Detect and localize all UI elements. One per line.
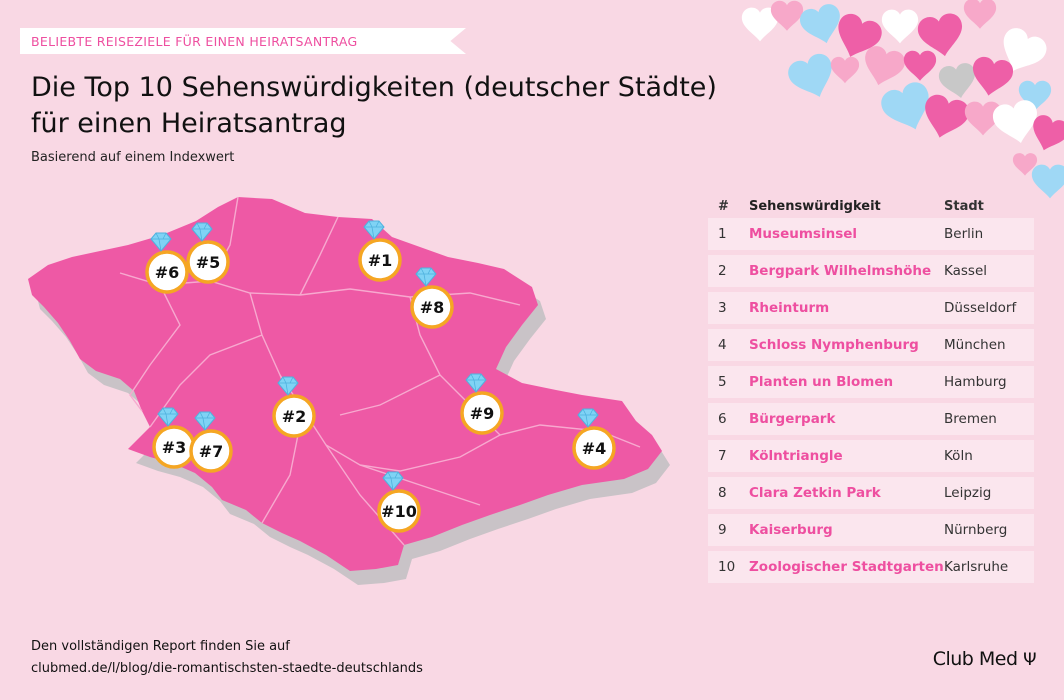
marker-label: #4: [582, 439, 607, 458]
city-cell: Karlsruhe: [944, 559, 1009, 575]
subtitle: Basierend auf einem Indexwert: [31, 150, 235, 165]
germany-map: #1 #2 #3 #4 #5 #6 #7 #8 #9 #10: [28, 196, 670, 585]
map-marker-7: #7: [189, 411, 233, 473]
table-row: 10 Zoologischer Stadtgarten Karlsruhe: [708, 551, 1034, 583]
city-cell: Berlin: [944, 226, 984, 242]
marker-label: #6: [155, 263, 180, 282]
marker-label: #1: [368, 251, 393, 270]
site-cell: Rheinturm: [749, 300, 830, 316]
marker-ring: [272, 394, 316, 438]
site-cell: Kölntriangle: [749, 448, 843, 464]
rank-cell: 9: [718, 522, 727, 538]
map-marker-5: #5: [186, 222, 230, 284]
site-cell: Schloss Nymphenburg: [749, 337, 919, 353]
club-med-logo: Club Med Ψ: [932, 648, 1037, 670]
city-cell: Hamburg: [944, 374, 1007, 390]
marker-ring: [410, 285, 454, 329]
rank-cell: 1: [718, 226, 727, 242]
city-cell: Düsseldorf: [944, 300, 1017, 316]
site-cell: Museumsinsel: [749, 226, 858, 242]
table-row: 6 Bürgerpark Bremen: [708, 403, 1034, 435]
header-site: Sehenswürdigkeit: [749, 199, 881, 214]
city-cell: Köln: [944, 448, 973, 464]
marker-label: #2: [282, 407, 307, 426]
table-row: 9 Kaiserburg Nürnberg: [708, 514, 1034, 546]
page-title: Die Top 10 Sehenswürdigkeiten (deutscher…: [31, 70, 791, 142]
marker-ring: [572, 426, 616, 470]
title-line-1: Die Top 10 Sehenswürdigkeiten (deutscher…: [31, 72, 717, 103]
site-cell: Zoologischer Stadtgarten: [749, 559, 944, 575]
rank-cell: 8: [718, 485, 727, 501]
kicker-text: BELIEBTE REISEZIELE FÜR EINEN HEIRATSANT…: [31, 34, 358, 49]
marker-ring: [358, 238, 402, 282]
city-cell: Leipzig: [944, 485, 992, 501]
site-cell: Kaiserburg: [749, 522, 833, 538]
table-header: # Sehenswürdigkeit Stadt: [708, 194, 1034, 218]
rank-cell: 6: [718, 411, 727, 427]
table-body: 1 Museumsinsel Berlin 2 Bergpark Wilhelmshöh…: [708, 218, 1034, 583]
table-row: 1 Museumsinsel Berlin: [708, 218, 1034, 250]
city-cell: München: [944, 337, 1006, 353]
city-cell: Bremen: [944, 411, 997, 427]
kicker-banner: BELIEBTE REISEZIELE FÜR EINEN HEIRATSANT…: [20, 28, 466, 54]
marker-ring: [377, 489, 421, 533]
map-marker-6: #6: [145, 232, 189, 294]
title-line-2: für einen Heiratsantrag: [31, 108, 347, 139]
table-row: 2 Bergpark Wilhelmshöhe Kassel: [708, 255, 1034, 287]
city-cell: Nürnberg: [944, 522, 1008, 538]
site-cell: Bergpark Wilhelmshöhe: [749, 263, 932, 279]
marker-label: #10: [381, 502, 417, 521]
map-marker-4: #4: [572, 408, 616, 470]
trident-icon: Ψ: [1023, 650, 1036, 670]
map-land: [28, 197, 662, 571]
table-row: 4 Schloss Nymphenburg München: [708, 329, 1034, 361]
map-marker-10: #10: [377, 471, 421, 533]
marker-ring: [145, 250, 189, 294]
rank-cell: 4: [718, 337, 727, 353]
marker-ring: [186, 240, 230, 284]
rank-cell: 3: [718, 300, 727, 316]
rank-cell: 2: [718, 263, 727, 279]
ranking-table: # Sehenswürdigkeit Stadt 1 Museumsinsel Be…: [708, 194, 1034, 588]
rank-cell: 7: [718, 448, 727, 464]
marker-label: #9: [470, 404, 495, 423]
site-cell: Bürgerpark: [749, 411, 836, 427]
table-row: 5 Planten un Blomen Hamburg: [708, 366, 1034, 398]
rank-cell: 5: [718, 374, 727, 390]
site-cell: Planten un Blomen: [749, 374, 894, 390]
marker-label: #8: [420, 298, 445, 317]
city-cell: Kassel: [944, 263, 988, 279]
table-row: 7 Kölntriangle Köln: [708, 440, 1034, 472]
map-marker-2: #2: [272, 376, 316, 438]
table-row: 8 Clara Zetkin Park Leipzig: [708, 477, 1034, 509]
header-rank: #: [718, 199, 729, 214]
marker-label: #5: [196, 253, 221, 272]
table-row: 3 Rheinturm Düsseldorf: [708, 292, 1034, 324]
map-marker-9: #9: [460, 373, 504, 435]
marker-label: #7: [199, 442, 224, 461]
footer-text: Den vollständigen Report finden Sie auf: [31, 639, 290, 654]
marker-ring: [189, 429, 233, 473]
rank-cell: 10: [718, 559, 736, 575]
footer: Den vollständigen Report finden Sie auf …: [31, 636, 423, 680]
marker-group: #1 #2 #3 #4 #5 #6 #7 #8 #9 #10: [145, 220, 616, 533]
map-marker-8: #8: [410, 267, 454, 329]
marker-ring: [460, 391, 504, 435]
header-city: Stadt: [944, 199, 984, 214]
site-cell: Clara Zetkin Park: [749, 485, 881, 501]
marker-label: #3: [162, 438, 187, 457]
map-marker-1: #1: [358, 220, 402, 282]
logo-text: Club Med: [932, 648, 1018, 670]
map-marker-3: #3: [152, 407, 196, 469]
footer-link[interactable]: clubmed.de/l/blog/die-romantischsten-sta…: [31, 661, 423, 676]
